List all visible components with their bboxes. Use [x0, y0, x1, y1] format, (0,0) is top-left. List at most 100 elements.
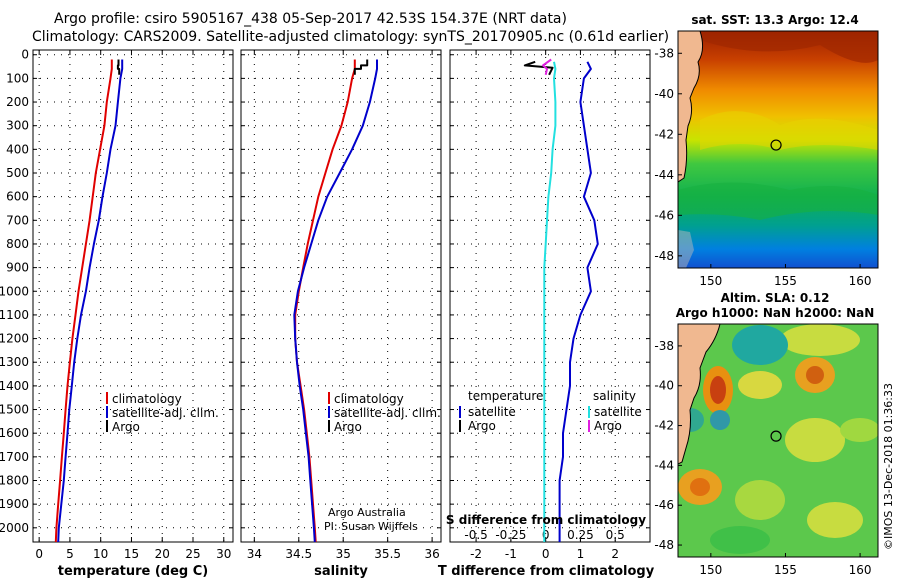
series-s-argo — [541, 58, 552, 76]
legend-s-satellite-label: satellite — [594, 405, 642, 419]
y-tick-label: 1900 — [0, 497, 29, 511]
x-tick-label: 36 — [424, 547, 439, 561]
y-tick-label: 400 — [6, 142, 29, 156]
series-climatology — [294, 59, 356, 543]
difference-xlabel-top: S difference from climatology — [446, 513, 646, 527]
sla-feature — [710, 410, 730, 430]
map-y-tick-label: -42 — [654, 127, 674, 141]
y-tick-label: 700 — [6, 213, 29, 227]
salinity-panel: 34 34.5 35 35.5 36 salinity climatology sate… — [240, 49, 442, 579]
x-tick-label: 20 — [155, 547, 170, 561]
difference-plot-frame — [449, 49, 651, 543]
map-x-tick-label: 160 — [849, 563, 872, 577]
salinity-xlabel: salinity — [314, 564, 368, 579]
credit-line1: Argo Australia — [328, 506, 406, 519]
sla-feature — [710, 526, 770, 554]
legend-satellite-label: satellite-adj. clim. — [334, 406, 441, 420]
y-tick-label: 500 — [6, 166, 29, 180]
legend-climatology-label: climatology — [334, 392, 404, 406]
y-tick-label: 1300 — [0, 355, 29, 369]
sla-feature — [732, 325, 788, 365]
x-top-tick-label: -0.5 — [464, 528, 487, 542]
map-y-tick-label: -48 — [654, 249, 674, 263]
temperature-panel: 0100200300400500600700800900100011001200… — [0, 48, 234, 579]
legend-salinity-title: salinity — [593, 389, 636, 403]
x-tick-label: 10 — [93, 547, 108, 561]
credit-line2: PI: Susan Wijffels — [324, 520, 418, 533]
sst-map-frame — [677, 30, 879, 269]
sla-feature — [840, 418, 878, 442]
y-tick-label: 1400 — [0, 379, 29, 393]
y-tick-label: 1700 — [0, 450, 29, 464]
sst-green-band — [678, 182, 878, 220]
x-tick-label: 25 — [185, 547, 200, 561]
x-tick-label: -1 — [505, 547, 517, 561]
map-y-tick-label: -48 — [654, 538, 674, 552]
x-tick-label: 34 — [247, 547, 262, 561]
sla-feature — [710, 376, 726, 404]
map-y-tick-label: -38 — [654, 339, 674, 353]
temperature-plot-frame — [32, 49, 234, 543]
legend-t-satellite-label: satellite — [468, 405, 516, 419]
y-tick-label: 200 — [6, 95, 29, 109]
sla-map-title-line2: Argo h1000: NaN h2000: NaN — [676, 306, 875, 320]
x-top-tick-label: 0 — [542, 528, 550, 542]
map-x-tick-label: 160 — [849, 274, 872, 288]
x-tick-label: 30 — [216, 547, 231, 561]
series-satellite-adj-clim- — [293, 59, 378, 543]
y-tick-label: 2000 — [0, 521, 29, 535]
difference-legend: temperature satellite Argo salinity sate… — [459, 389, 642, 433]
map-y-tick-label: -46 — [654, 208, 674, 222]
sla-map-title-line1: Altim. SLA: 0.12 — [721, 291, 830, 305]
sla-argo-marker — [770, 430, 782, 442]
series-climatology — [54, 59, 113, 543]
y-tick-label: 1100 — [0, 308, 29, 322]
x-tick-label: 15 — [124, 547, 139, 561]
x-tick-label: 2 — [611, 547, 619, 561]
map-y-tick-label: -46 — [654, 498, 674, 512]
sst-argo-marker — [770, 139, 782, 151]
difference-panel: -2 -1 0 1 2 -0.5 -0.25 0 0.25 0.5 T difference fr… — [438, 49, 655, 579]
y-tick-label: 0 — [21, 48, 29, 62]
sla-feature — [785, 418, 845, 462]
sla-map-frame — [677, 323, 879, 558]
x-tick-label: 35 — [336, 547, 351, 561]
sst-tasmania-east — [678, 230, 694, 268]
y-tick-label: 1000 — [0, 284, 29, 298]
legend-temperature-title: temperature — [468, 389, 543, 403]
x-tick-label: 34.5 — [285, 547, 312, 561]
imos-stamp: ©IMOS 13-Dec-2018 01:36:33 — [882, 383, 895, 550]
sla-feature — [806, 366, 824, 384]
map-y-tick-label: -44 — [654, 458, 674, 472]
x-tick-label: 35.5 — [374, 547, 401, 561]
map-y-tick-label: -40 — [654, 379, 674, 393]
sla-feature — [738, 371, 782, 399]
y-tick-label: 1600 — [0, 426, 29, 440]
sst-land — [678, 31, 704, 183]
series-argo — [353, 59, 369, 75]
temperature-legend: climatology satellite-adj. clim. Argo — [106, 392, 219, 434]
series-s-satellite — [543, 61, 557, 542]
series-t-argo — [523, 60, 554, 76]
legend-climatology-label: climatology — [112, 392, 182, 406]
sst-yellow-tongue — [700, 111, 878, 150]
legend-satellite-label: satellite-adj. clim. — [112, 406, 219, 420]
salinity-plot-frame — [240, 49, 442, 543]
y-tick-label: 100 — [6, 71, 29, 85]
salinity-legend: climatology satellite-adj. clim. Argo — [328, 392, 441, 434]
x-top-tick-label: -0.25 — [495, 528, 526, 542]
y-tick-label: 900 — [6, 261, 29, 275]
series-argo — [116, 59, 121, 75]
sla-feature — [735, 480, 785, 520]
map-x-tick-label: 155 — [774, 274, 797, 288]
sst-map: sat. SST: 13.3 Argo: 12.4 150 155 160 -38 -4… — [654, 13, 879, 288]
x-tick-label: 0 — [542, 547, 550, 561]
x-tick-label: 5 — [66, 547, 74, 561]
y-tick-label: 1200 — [0, 332, 29, 346]
y-tick-label: 1800 — [0, 474, 29, 488]
y-tick-label: 800 — [6, 237, 29, 251]
difference-xlabel: T difference from climatology — [438, 564, 655, 579]
legend-s-argo-label: Argo — [594, 419, 622, 433]
sla-map: Altim. SLA: 0.12 Argo h1000: NaN h2000: … — [654, 291, 879, 577]
